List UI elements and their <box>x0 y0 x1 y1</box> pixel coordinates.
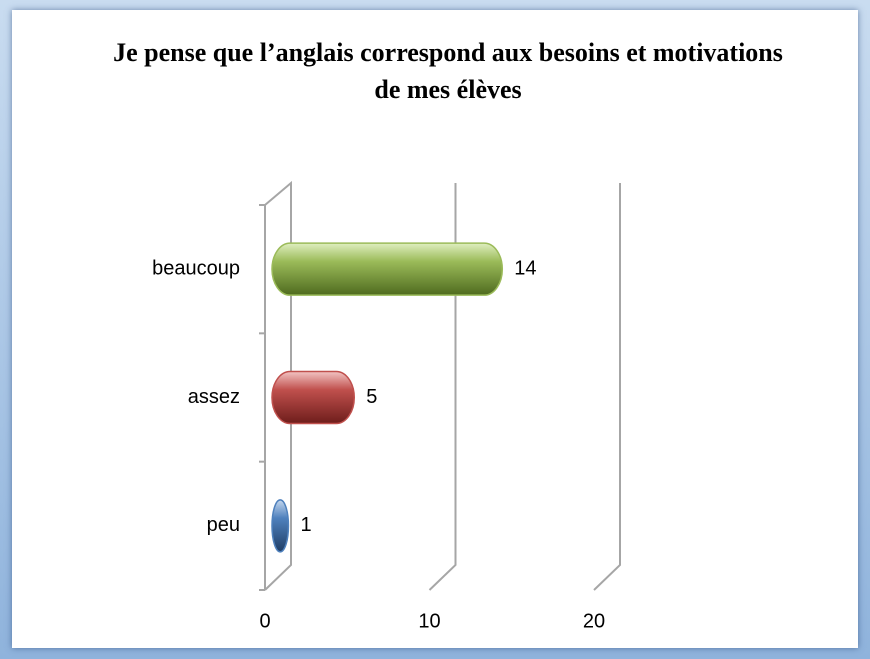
bar <box>271 242 504 296</box>
bar <box>271 499 290 553</box>
x-tick-label: 0 <box>259 610 270 632</box>
x-tick-label: 10 <box>418 610 440 632</box>
x-tick-label: 20 <box>583 610 605 632</box>
y-tick-label: assez <box>188 386 240 408</box>
value-label: 5 <box>366 386 377 408</box>
value-label: 1 <box>300 514 311 536</box>
grid-line <box>264 183 292 591</box>
chart-panel <box>12 10 858 648</box>
bar <box>271 370 355 425</box>
value-label: 14 <box>514 257 536 279</box>
y-tick-label: beaucoup <box>152 257 240 279</box>
chart-title: Je pense que l’anglais correspond aux be… <box>113 38 783 104</box>
grid-line <box>593 183 621 591</box>
grid-line <box>428 183 457 591</box>
y-tick-label: peu <box>207 514 240 536</box>
